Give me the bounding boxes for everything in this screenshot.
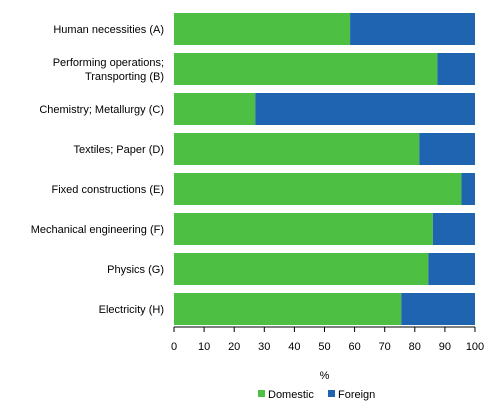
x-tick-label-7: 70: [379, 341, 391, 353]
x-tick-label-8: 80: [409, 341, 421, 353]
category-label-1: Performing operations; Transporting (B): [53, 57, 164, 83]
x-tick-label-1: 10: [198, 341, 210, 353]
bar-foreign-2: [255, 93, 475, 125]
x-tick-label-5: 50: [318, 341, 330, 353]
category-label-5: Mechanical engineering (F): [31, 224, 164, 236]
category-labels: Human necessities (A) Performing operatio…: [31, 24, 164, 316]
x-tick-label-6: 60: [348, 341, 360, 353]
legend: Domestic Foreign: [258, 389, 375, 401]
category-label-6: Physics (G): [107, 264, 164, 276]
bar-domestic-0: [174, 13, 351, 45]
bar-domestic-2: [174, 93, 256, 125]
category-label-0: Human necessities (A): [53, 24, 164, 36]
bar-foreign-3: [419, 133, 475, 165]
bar-domestic-3: [174, 133, 420, 165]
bar-domestic-4: [174, 173, 462, 205]
bar-layer: [174, 13, 475, 325]
x-tick-label-10: 100: [466, 341, 484, 353]
bar-domestic-1: [174, 53, 438, 85]
x-axis: 0 10 20 30 40 50 60 70 80 90 100: [171, 326, 484, 353]
bar-foreign-5: [432, 213, 475, 245]
x-tick-label-9: 90: [439, 341, 451, 353]
category-label-7: Electricity (H): [99, 304, 164, 316]
bar-domestic-5: [174, 213, 433, 245]
bar-foreign-4: [461, 173, 475, 205]
category-label-4: Fixed constructions (E): [52, 184, 164, 196]
bar-domestic-7: [174, 293, 402, 325]
bar-foreign-1: [437, 53, 475, 85]
x-tick-label-4: 40: [288, 341, 300, 353]
x-tick-label-2: 20: [228, 341, 240, 353]
category-label-2: Chemistry; Metallurgy (C): [39, 104, 164, 116]
legend-label-foreign: Foreign: [338, 389, 375, 401]
bar-foreign-7: [401, 293, 475, 325]
x-axis-label: %: [320, 370, 330, 382]
x-tick-label-0: 0: [171, 341, 177, 353]
bar-foreign-6: [428, 253, 475, 285]
legend-swatch-domestic: [258, 390, 265, 397]
legend-swatch-foreign: [328, 390, 335, 397]
legend-label-domestic: Domestic: [268, 389, 314, 401]
x-tick-label-3: 30: [258, 341, 270, 353]
category-label-3: Textiles; Paper (D): [74, 144, 164, 156]
bar-foreign-0: [350, 13, 475, 45]
bar-domestic-6: [174, 253, 429, 285]
